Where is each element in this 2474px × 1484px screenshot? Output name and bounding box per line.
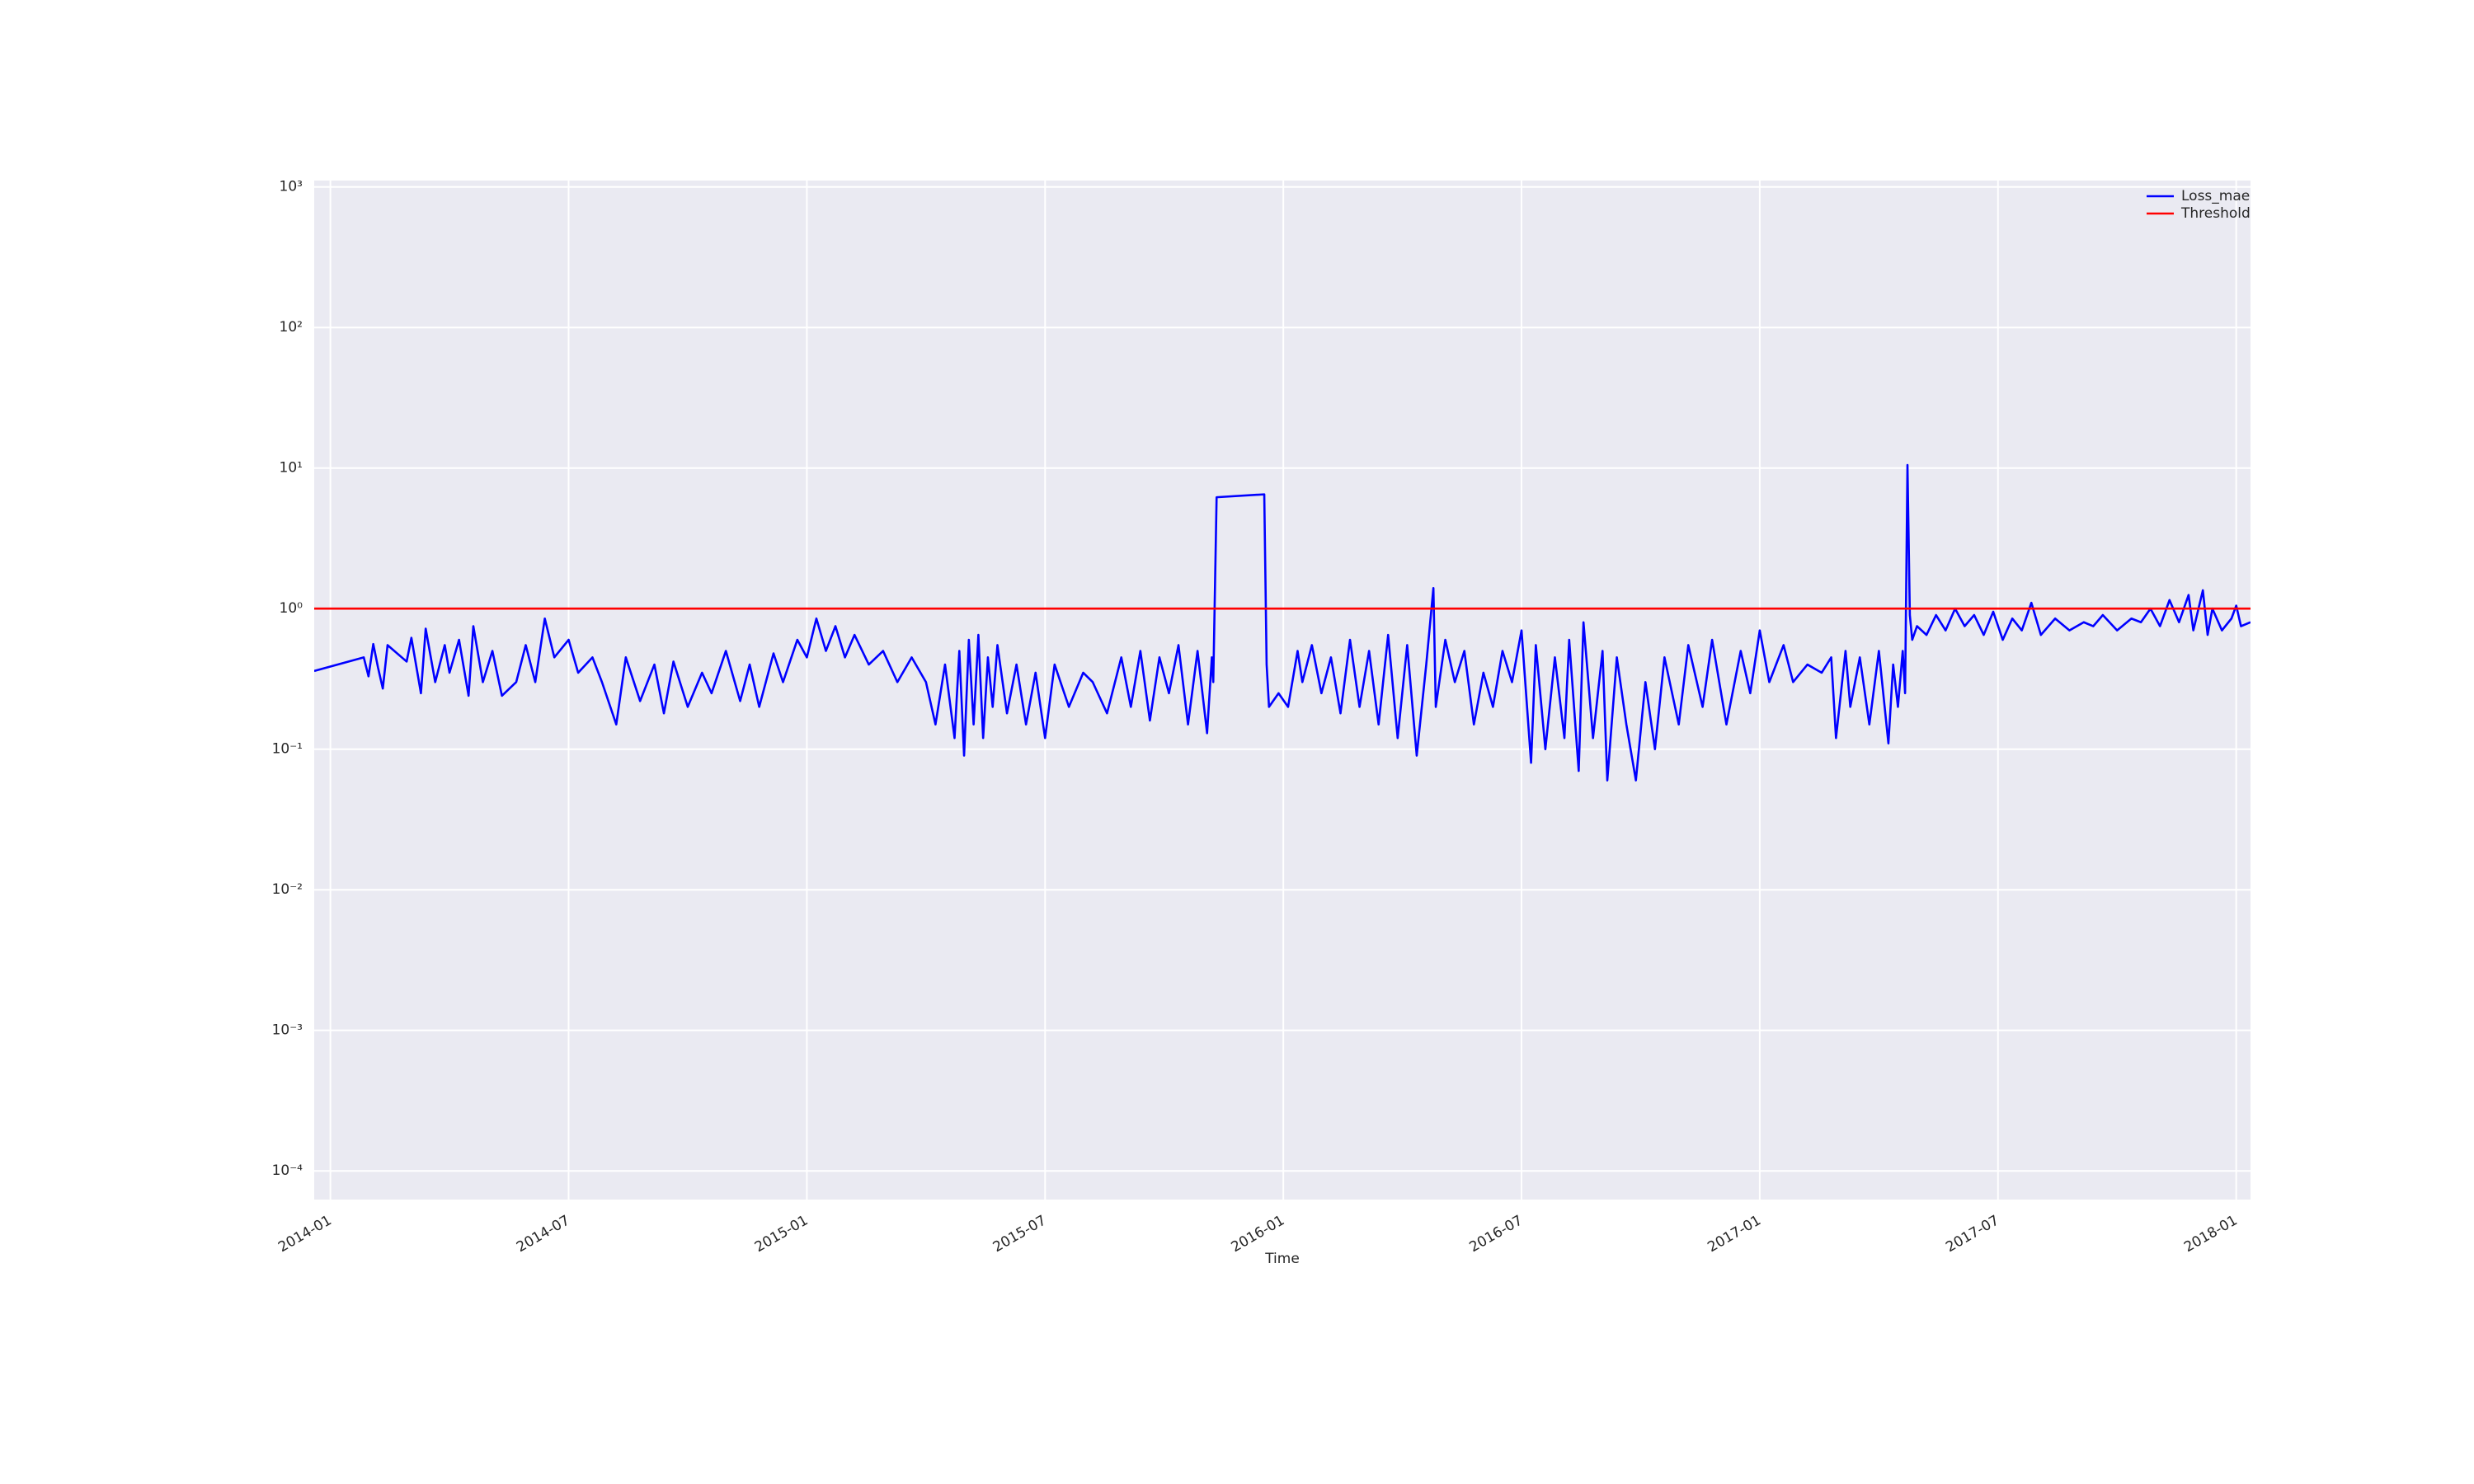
series-lines	[314, 463, 2251, 782]
series-line	[314, 463, 2251, 782]
legend-label: Threshold	[2180, 205, 2251, 222]
x-tick-label: 2016-01	[1229, 1212, 1288, 1256]
y-tick-label: 10³	[280, 179, 303, 195]
y-tick-label: 10⁻⁴	[272, 1162, 303, 1179]
grid	[314, 181, 2251, 1200]
y-tick-label: 10⁻²	[272, 881, 303, 898]
x-tick-label: 2015-07	[990, 1212, 1050, 1256]
y-tick-label: 10⁰	[280, 600, 303, 617]
x-tick-label: 2016-07	[1467, 1212, 1526, 1256]
x-tick-label: 2014-01	[275, 1212, 335, 1256]
y-tick-label: 10⁻¹	[272, 741, 303, 758]
x-tick-label: 2014-07	[514, 1212, 573, 1256]
x-tick-label: 2018-01	[2181, 1212, 2241, 1256]
y-tick-label: 10⁻³	[272, 1022, 303, 1039]
x-tick-label: 2017-07	[1943, 1212, 2002, 1256]
x-tick-label: 2015-01	[752, 1212, 811, 1256]
y-tick-label: 10²	[280, 319, 303, 336]
y-tick-label: 10¹	[280, 460, 303, 477]
legend-label: Loss_mae	[2181, 188, 2250, 204]
x-axis-label: Time	[1264, 1251, 1300, 1267]
x-tick-label: 2017-01	[1705, 1212, 1764, 1256]
